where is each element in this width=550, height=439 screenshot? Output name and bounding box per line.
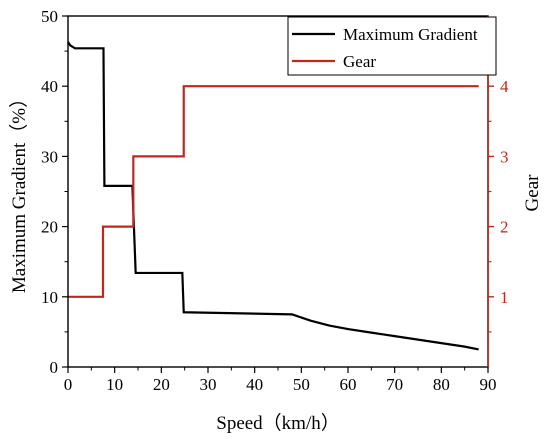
- legend-label-maximum-gradient: Maximum Gradient: [343, 25, 478, 44]
- left-axis-title: Maximum Gradient（%）: [8, 89, 30, 293]
- y2-tick-label: 4: [500, 77, 509, 96]
- x-tick-label: 40: [246, 375, 263, 394]
- y-tick-label: 40: [41, 77, 58, 96]
- x-tick-label: 70: [386, 375, 403, 394]
- y-tick-label: 10: [41, 288, 58, 307]
- series-line-gear: [68, 85, 479, 298]
- y2-tick-label: 3: [500, 147, 509, 166]
- x-tick-label: 10: [106, 375, 123, 394]
- y-tick-label: 20: [41, 218, 58, 237]
- x-tick-label: 80: [433, 375, 450, 394]
- x-tick-label: 60: [340, 375, 357, 394]
- series-lines: [67, 41, 479, 351]
- series-line-maximum-gradient: [67, 41, 479, 351]
- y-tick-label: 50: [41, 7, 58, 26]
- legend-label-gear: Gear: [343, 52, 376, 71]
- y-tick-label: 0: [50, 358, 59, 377]
- x-tick-label: 20: [153, 375, 170, 394]
- right-axis-title: Gear: [522, 174, 543, 212]
- left-axis-ticks: 0 10 20 30 40 50: [41, 7, 68, 377]
- x-tick-label: 90: [480, 375, 497, 394]
- right-axis-ticks: 1 2 3 4: [488, 50, 509, 333]
- legend-box: [287, 16, 497, 76]
- x-tick-label: 30: [200, 375, 217, 394]
- x-axis-title: Speed（km/h）: [216, 412, 340, 434]
- x-tick-label: 50: [293, 375, 310, 394]
- y-tick-label: 30: [41, 147, 58, 166]
- y2-tick-label: 1: [500, 288, 509, 307]
- x-tick-label: 0: [64, 375, 73, 394]
- x-axis-ticks: 0 10 20 30 40 50 60 70 80 90: [64, 367, 497, 394]
- legend: Maximum Gradient Gear: [287, 16, 497, 76]
- y2-tick-label: 2: [500, 218, 509, 237]
